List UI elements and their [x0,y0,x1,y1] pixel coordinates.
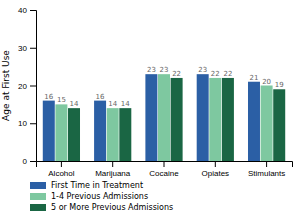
tick-label: 40 [18,6,27,15]
x-axis: Alcohol Marijuana Cocaine Opiates Stimulants [37,161,293,178]
tick: 10 [18,119,36,128]
tick: 30 [18,44,36,53]
bar [55,104,67,161]
tick-mark [215,161,216,167]
tick-mark [30,10,36,11]
bar [273,89,285,161]
data-labels: 161623232115142322201414222219 [44,66,283,108]
legend-swatch [30,193,46,200]
tick-mark [30,123,36,124]
tick: 40 [18,6,36,15]
legend-swatch [30,182,46,189]
legend-label: First Time in Treatment [51,181,143,190]
tick-label: Alcohol [48,169,74,178]
tick: 20 [18,82,36,91]
tick-label: 10 [18,119,27,128]
bar [43,101,55,161]
legend-item: First Time in Treatment [30,181,143,190]
tick: 0 [23,157,36,166]
chart: 0 10 20 30 40 Alcohol Marijuana Cocaine Opiates S… [0,0,300,216]
tick: Stimulants [248,161,285,178]
tick-mark [266,161,267,167]
axis-title: Age at First Use [1,50,11,121]
legend-label: 1-4 Previous Admissions [51,192,148,201]
legend-label: 5 or More Previous Admissions [51,203,173,212]
tick-mark [30,48,36,49]
data-label: 16 [44,93,53,101]
data-label: 14 [70,100,79,108]
legend-item: 5 or More Previous Admissions [30,203,173,212]
data-label: 16 [96,93,105,101]
tick-label: 20 [18,82,27,91]
axis-line [30,11,37,162]
tick-label: Stimulants [248,169,285,178]
bar [107,108,119,161]
tick-mark [164,161,165,167]
tick-label: Cocaine [149,169,179,178]
tick-mark [112,161,113,167]
tick-label: 0 [23,157,28,166]
tick-mark [30,86,36,87]
bar [68,108,80,161]
legend: First Time in Treatment 1-4 Previous Admi… [30,181,173,212]
data-label: 19 [275,81,284,89]
tick-label: 30 [18,44,27,53]
data-label: 14 [121,100,130,108]
data-label: 22 [211,70,220,78]
data-label: 15 [57,96,66,104]
bar [94,101,106,161]
tick: Marijuana [95,161,131,178]
bar [171,78,183,161]
tick-mark [30,161,36,162]
tick: Alcohol [48,161,74,178]
bars [43,74,285,161]
bar [222,78,234,161]
data-label: 23 [147,66,156,74]
data-label: 20 [262,78,271,86]
tick: Cocaine [149,161,179,178]
bar [197,74,209,161]
tick-label: Marijuana [95,169,131,178]
data-label: 23 [160,66,169,74]
plot: 0 10 20 30 40 Alcohol Marijuana Cocaine Opiates S… [1,6,293,178]
bar [209,78,221,161]
tick-mark [61,161,62,167]
tick-label: Opiates [202,169,230,178]
bar [261,86,273,162]
bar [248,82,260,161]
data-label: 23 [198,66,207,74]
tick: Opiates [202,161,230,178]
data-label: 22 [172,70,181,78]
bar [145,74,157,161]
legend-swatch [30,204,46,211]
bar [119,108,131,161]
data-label: 21 [250,74,259,82]
bar [158,74,170,161]
legend-item: 1-4 Previous Admissions [30,192,148,201]
data-label: 22 [223,70,232,78]
y-axis: 0 10 20 30 40 [18,6,36,166]
data-label: 14 [108,100,117,108]
axis-line [37,162,293,168]
